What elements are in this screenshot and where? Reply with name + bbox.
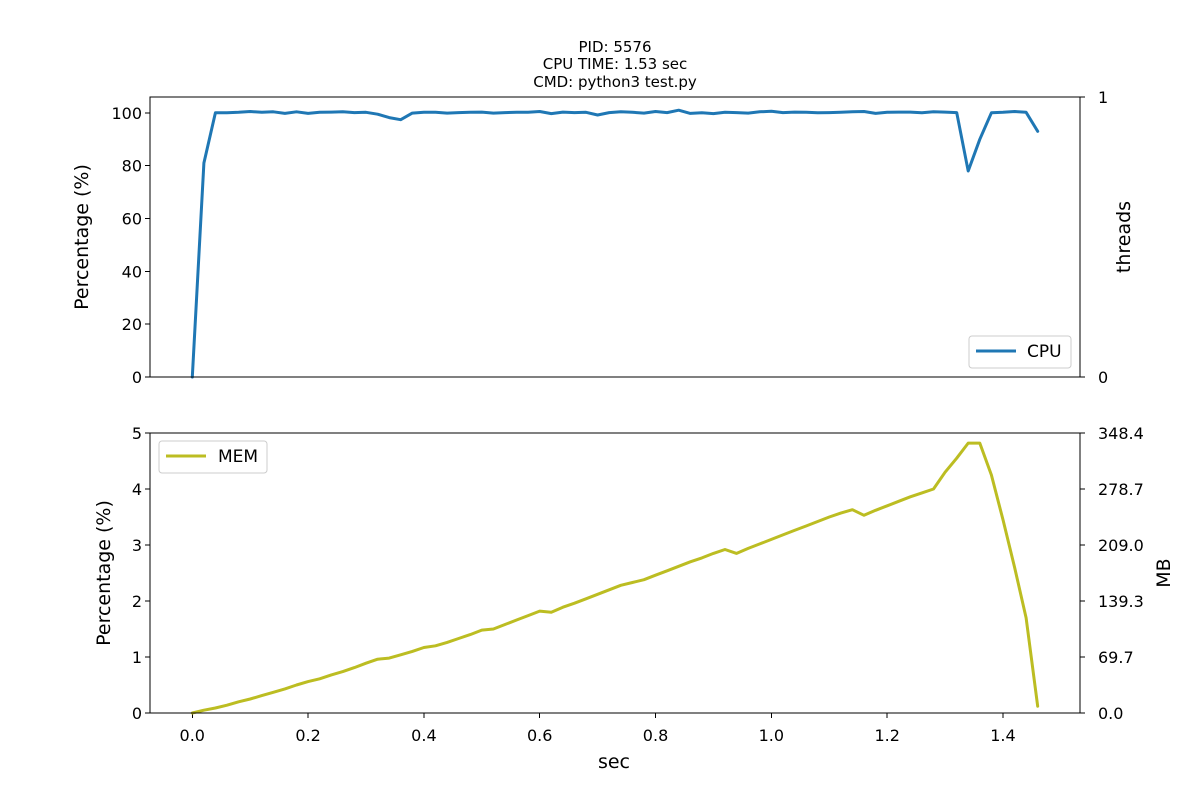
mem-legend: MEM: [158, 440, 268, 474]
mem-panel: 0 1 2 3 4 5 0.0 69.7 139.3 209.0 278.7 348.4 0.0 0.2 0…: [93, 424, 1175, 773]
cpu-y-tick-label: 40: [122, 262, 142, 281]
mem-ticks: 0 1 2 3 4 5 0.0 69.7 139.3 209.0 278.7 348.4 0.0 0.2 0…: [132, 424, 1144, 745]
mem-series: [190, 441, 1040, 715]
cpu-y-tick-label: 0: [132, 368, 142, 387]
cpu-series: [190, 108, 1040, 379]
cpu-ticks: 0 20 40 60 80 100 0 1: [111, 88, 1108, 387]
mem-y-tick-label: 1: [132, 648, 142, 667]
cpu-legend-box: [968, 335, 1072, 369]
mem-y-tick-label: 3: [132, 536, 142, 555]
mem-series-line: [190, 441, 1040, 715]
cpu-y-tick-label: 20: [122, 315, 142, 334]
mem-y-tick-label: 4: [132, 480, 142, 499]
title-line-pid: PID: 5576: [578, 38, 651, 56]
mem-y-tick-label: 0: [132, 704, 142, 723]
mem-right-tick-label: 209.0: [1098, 536, 1144, 555]
x-tick-label: 0.2: [295, 726, 320, 745]
x-tick-label: 1.4: [990, 726, 1015, 745]
cpu-series-line: [190, 108, 1040, 379]
cpu-right-tick-label: 1: [1098, 88, 1108, 107]
mem-right-tick-label: 278.7: [1098, 480, 1144, 499]
cpu-panel: 0 20 40 60 80 100 0 1 Percentage (%) threads CP…: [71, 88, 1135, 387]
mem-right-tick-label: 348.4: [1098, 424, 1144, 443]
x-tick-label: 0.4: [411, 726, 436, 745]
mem-legend-box: [158, 440, 268, 474]
x-tick-label: 1.0: [759, 726, 784, 745]
cpu-plot-frame: [149, 96, 1081, 378]
title-line-cpu-time: CPU TIME: 1.53 sec: [543, 55, 688, 73]
cpu-legend: CPU: [968, 335, 1072, 369]
cpu-legend-label: CPU: [1027, 342, 1062, 362]
x-tick-label: 0.8: [643, 726, 668, 745]
cpu-right-axis-label: threads: [1113, 201, 1135, 273]
mem-right-tick-label: 69.7: [1098, 648, 1134, 667]
mem-right-axis-label: MB: [1153, 558, 1175, 587]
x-axis-label: sec: [598, 751, 630, 773]
x-tick-label: 0.0: [180, 726, 205, 745]
cpu-right-tick-label: 0: [1098, 368, 1108, 387]
mem-legend-label: MEM: [218, 447, 258, 467]
mem-right-tick-label: 0.0: [1098, 704, 1123, 723]
cpu-y-tick-label: 60: [122, 210, 142, 229]
mem-y-tick-label: 2: [132, 592, 142, 611]
cpu-y-tick-label: 100: [111, 104, 142, 123]
x-tick-label: 0.6: [527, 726, 552, 745]
chart-title: PID: 5576 CPU TIME: 1.53 sec CMD: python…: [533, 38, 697, 91]
mem-plot-frame: [149, 432, 1081, 714]
x-tick-label: 1.2: [874, 726, 899, 745]
mem-y-axis-label: Percentage (%): [93, 500, 115, 646]
title-line-cmd: CMD: python3 test.py: [533, 73, 697, 91]
mem-right-tick-label: 139.3: [1098, 592, 1144, 611]
cpu-y-axis-label: Percentage (%): [71, 164, 93, 310]
cpu-y-tick-label: 80: [122, 157, 142, 176]
mem-y-tick-label: 5: [132, 424, 142, 443]
